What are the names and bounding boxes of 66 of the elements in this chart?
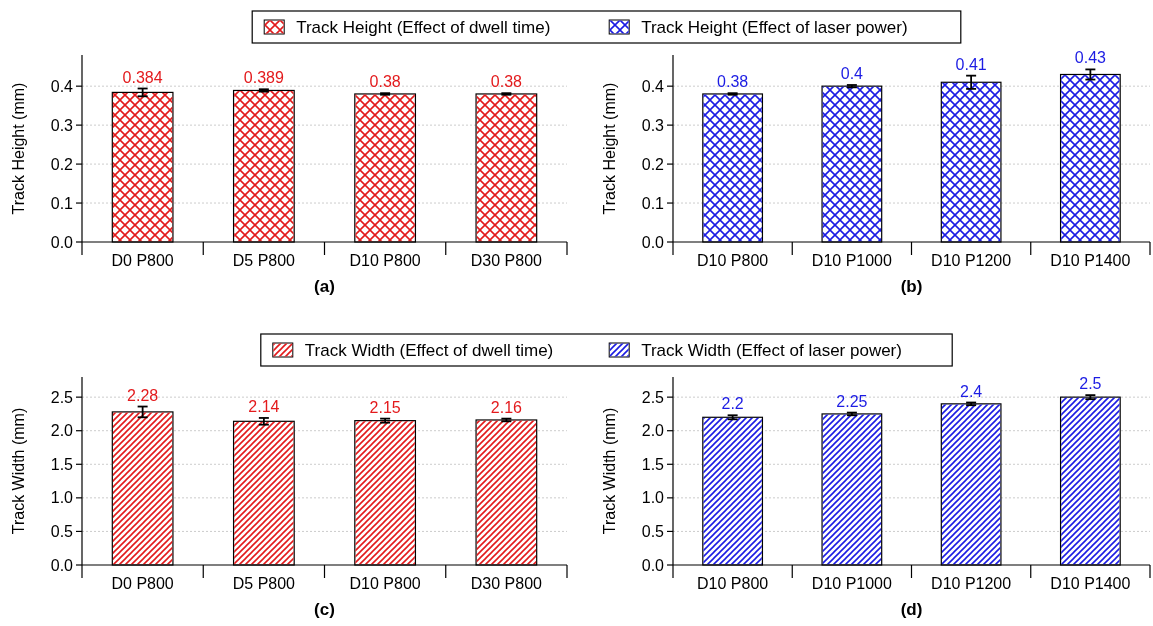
x-axis-title: (b)	[900, 277, 923, 296]
data-label: 0.38	[717, 73, 749, 91]
data-label: 2.4	[960, 382, 983, 400]
x-tick-label: D30 P800	[470, 252, 543, 269]
data-label: 0.43	[1074, 49, 1107, 67]
legend-label: Track Height (Effect of dwell time)	[296, 17, 551, 37]
x-tick-label: D10 P1200	[931, 252, 1012, 269]
x-tick-label: D10 P1000	[811, 575, 893, 592]
legend-label: Track Height (Effect of laser power)	[641, 17, 908, 37]
data-label: 2.25	[836, 392, 868, 410]
data-label: 2.5	[1079, 375, 1102, 393]
y-axis-title: Track Height (mm)	[601, 82, 618, 215]
y-tick-label: 0.2	[641, 155, 665, 173]
y-axis-title: Track Width (mm)	[10, 407, 27, 535]
y-tick-label: 0.3	[50, 116, 74, 134]
y-tick-label: 2.0	[641, 422, 665, 440]
x-tick-label: D10 P800	[697, 575, 769, 592]
y-tick-label: 0.1	[50, 194, 74, 212]
legend-label: Track Width (Effect of laser power)	[641, 340, 902, 360]
y-tick-label: 0.1	[641, 194, 665, 212]
data-label: 2.16	[490, 398, 523, 416]
x-tick-label: D5 P800	[232, 575, 296, 592]
data-label: 0.41	[955, 55, 987, 73]
y-axis-title: Track Width (mm)	[601, 407, 618, 535]
y-tick-label: 0.2	[50, 155, 74, 173]
y-tick-label: 1.5	[641, 455, 665, 473]
y-tick-label: 2.0	[50, 422, 74, 440]
x-tick-label: D30 P800	[470, 575, 543, 592]
data-label: 0.38	[369, 73, 401, 91]
y-tick-label: 2.5	[641, 388, 665, 406]
data-label: 0.38	[490, 73, 523, 91]
y-tick-label: 0.4	[641, 77, 665, 95]
x-tick-label: D0 P800	[111, 252, 174, 269]
y-tick-label: 0.0	[641, 233, 665, 251]
legend-label: Track Width (Effect of dwell time)	[304, 340, 554, 360]
y-tick-label: 0.4	[50, 77, 74, 95]
y-tick-label: 0.5	[641, 523, 665, 541]
x-tick-label: D5 P800	[232, 252, 296, 269]
data-label: 2.14	[248, 397, 280, 415]
y-tick-label: 0.0	[50, 556, 74, 574]
x-tick-label: D10 P800	[697, 252, 769, 269]
x-tick-label: D10 P800	[349, 252, 421, 269]
x-tick-label: D10 P1000	[811, 252, 893, 269]
x-axis-title: (d)	[900, 600, 923, 619]
data-label: 0.384	[122, 68, 163, 86]
data-label: 0.389	[243, 69, 284, 87]
y-tick-label: 1.5	[50, 455, 74, 473]
data-label: 0.4	[840, 65, 864, 82]
data-label: 2.28	[127, 386, 159, 404]
x-axis-title: (a)	[314, 277, 335, 296]
y-axis-title: Track Height (mm)	[10, 82, 27, 215]
data-label: 2.2	[721, 395, 744, 413]
x-tick-label: D10 P1400	[1050, 252, 1131, 269]
y-tick-label: 0.3	[641, 116, 665, 134]
y-tick-label: 1.0	[50, 489, 74, 507]
x-tick-label: D10 P1200	[931, 575, 1012, 592]
y-tick-label: 0.0	[50, 233, 74, 251]
y-tick-label: 0.0	[641, 556, 665, 574]
x-axis-title: (c)	[314, 600, 335, 619]
y-tick-label: 1.0	[641, 489, 665, 507]
y-tick-label: 2.5	[50, 388, 74, 406]
x-tick-label: D0 P800	[111, 575, 174, 592]
x-tick-label: D10 P1400	[1050, 575, 1131, 592]
y-tick-label: 0.5	[50, 523, 74, 541]
x-tick-label: D10 P800	[349, 575, 421, 592]
data-label: 2.15	[369, 398, 401, 416]
